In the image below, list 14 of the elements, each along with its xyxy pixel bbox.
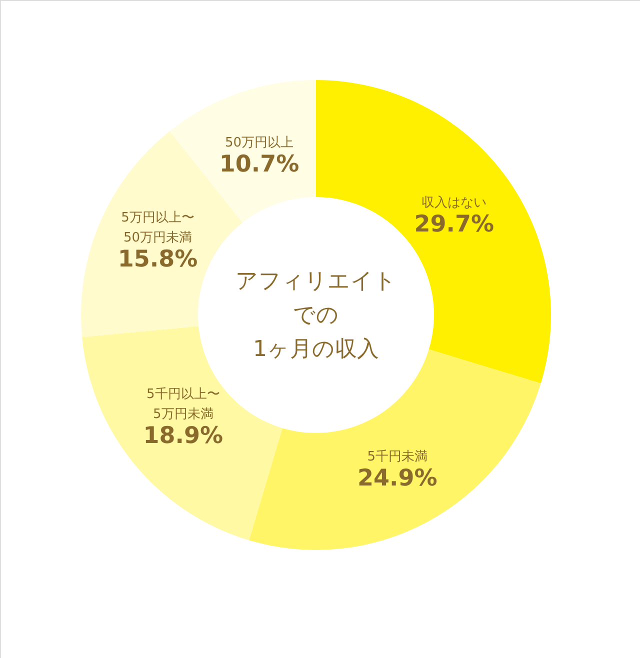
data-label: 29.7% [414, 212, 494, 238]
slice-label: 50万円以上 [224, 136, 294, 151]
slice-label: 収入はない [422, 196, 487, 211]
text: 1ヶ月の収入 [253, 337, 379, 362]
donut-slice [170, 80, 316, 223]
data-label: 18.9% [143, 423, 224, 450]
data-label: 15.8% [118, 246, 198, 273]
data-label: 24.9% [358, 466, 438, 492]
text: での [293, 303, 339, 328]
text: アフィリエイト [236, 269, 396, 294]
slice-label: 5千円未満 [367, 450, 428, 464]
category-label: 5万円以上〜 50万円未満 [121, 210, 194, 246]
data-label: 10.7% [219, 152, 300, 178]
category-label: 5千円以上〜 5万円未満 [146, 387, 220, 422]
